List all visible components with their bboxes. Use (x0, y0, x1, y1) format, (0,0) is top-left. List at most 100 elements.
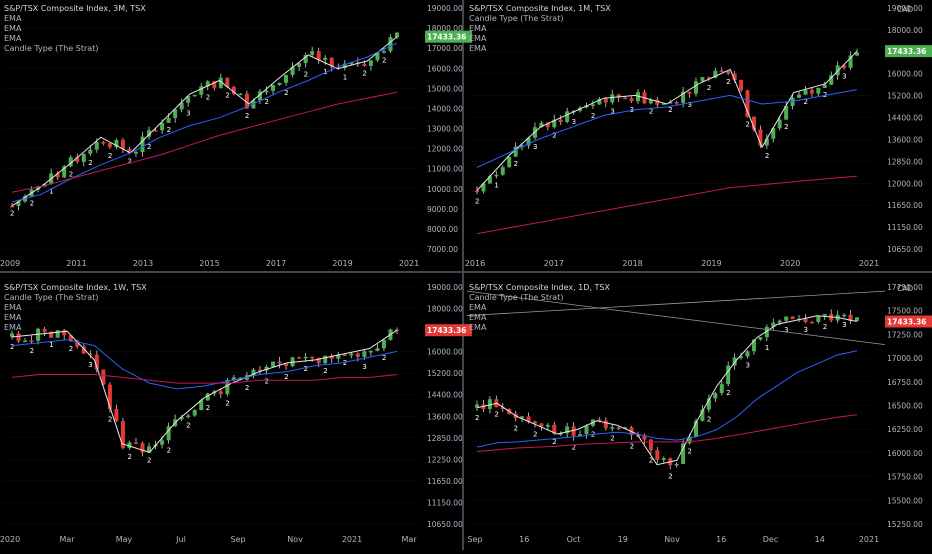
candle-body (590, 104, 595, 106)
strat-label: 2 (382, 57, 386, 65)
x-tick-label: 2021 (399, 259, 419, 268)
candle-body (713, 393, 718, 399)
strat-label: 2 (186, 421, 190, 429)
strat-label: 2 (746, 120, 750, 128)
y-tick-label: 17000.00 (427, 44, 463, 53)
y-tick-label: 11650.00 (887, 201, 923, 210)
y-tick-label: 8000.00 (427, 225, 458, 234)
ema-line-1 (11, 329, 398, 453)
strat-label: 2 (304, 71, 308, 79)
y-tick-label: 15000.00 (427, 84, 463, 93)
candle-body (829, 75, 834, 85)
strat-label: 2 (591, 112, 595, 120)
x-tick-label: Oct (567, 535, 581, 544)
price-badge (885, 315, 932, 328)
x-tick-label: 16 (519, 535, 529, 544)
ema-line-3 (11, 374, 398, 384)
x-tick-label: 16 (716, 535, 726, 544)
candle-body (133, 152, 138, 154)
strat-label: 3 (803, 326, 807, 334)
candle-body (764, 138, 769, 146)
strat-label: 2 (707, 84, 711, 92)
strat-label: 1 (494, 182, 498, 190)
y-tick-label: 18000.00 (427, 24, 463, 33)
y-tick-label: 19000.00 (427, 4, 463, 13)
candle-body (205, 81, 210, 87)
strat-label: 2 (127, 157, 131, 165)
strat-label: 2 (630, 443, 634, 451)
chart-panel-3: 19000.0018000.0017000.0016000.0015200.00… (0, 283, 472, 544)
currency-label: CAD (897, 284, 913, 293)
candle-body (552, 119, 557, 128)
candle-body (713, 70, 718, 78)
x-tick-label: 2020 (0, 535, 20, 544)
candle-body (316, 51, 321, 60)
candle-body (610, 427, 615, 429)
candle-body (758, 129, 763, 146)
candle-body (790, 316, 795, 320)
candle-body (719, 384, 724, 394)
candle-body (661, 103, 666, 105)
candle-body (166, 117, 171, 123)
trendline-lower (466, 290, 886, 345)
candle-body (487, 399, 492, 409)
candle-body (225, 380, 230, 395)
strat-label: 2 (69, 345, 73, 353)
candle-body (687, 436, 692, 444)
candle-body (329, 57, 334, 67)
candle-body (375, 52, 380, 61)
ema-line-2 (11, 42, 398, 203)
candle-body (81, 346, 86, 354)
y-tick-label: 19000.00 (887, 4, 923, 13)
candle-body (323, 355, 328, 364)
candle-body (610, 94, 615, 103)
ema-line-3 (476, 175, 858, 235)
candle-body (603, 98, 608, 103)
candle-body (700, 409, 705, 421)
y-tick-label: 12000.00 (887, 179, 923, 188)
strat-label: 2 (147, 456, 151, 464)
chart-panel-4: 17750.00 17500.00 17250.00 17000.00 16750.00… (466, 283, 932, 544)
y-tick-label: 17250.00 (887, 330, 923, 339)
candle-body (192, 94, 197, 97)
strat-label: 2 (494, 410, 498, 418)
legend-entry: EMA (4, 24, 22, 33)
candle-body (114, 408, 119, 422)
y-tick-label: 17500.00 (887, 307, 923, 316)
strat-label: 2 (323, 367, 327, 375)
candle-body (822, 84, 827, 88)
candle-body (842, 65, 847, 68)
strat-label: 2 (649, 108, 653, 116)
legend-entry: EMA (469, 44, 487, 53)
strat-label: 1 (49, 188, 53, 196)
strat-label: 2 (784, 123, 788, 131)
candle-body (120, 139, 125, 150)
price-badge (885, 45, 932, 58)
candle-body (732, 357, 737, 366)
candle-body (777, 320, 782, 323)
candle-body (310, 51, 315, 56)
strat-label: 3 (842, 321, 846, 329)
x-tick-label: Nov (287, 535, 303, 544)
candle-body (603, 420, 608, 429)
y-tick-label: 13000.00 (427, 125, 463, 134)
candle-body (362, 351, 367, 357)
strat-label: 2 (726, 78, 730, 86)
x-tick-label: 2021 (342, 535, 362, 544)
candle-body (526, 137, 531, 146)
candle-body (545, 122, 550, 128)
candle-body (342, 354, 347, 356)
candle-body (114, 139, 119, 148)
candle-body (597, 98, 602, 105)
ema-line-1 (11, 36, 398, 207)
candle-body (212, 81, 217, 88)
y-tick-label: 12850.00 (427, 434, 463, 443)
strat-label: 2 (668, 472, 672, 480)
candle-body (674, 464, 679, 466)
x-tick-label: 19 (618, 535, 628, 544)
candle-body (809, 321, 814, 324)
candle-body (565, 111, 570, 122)
candle-body (264, 366, 269, 371)
strat-label: 3 (842, 73, 846, 81)
candle-body (803, 318, 808, 322)
